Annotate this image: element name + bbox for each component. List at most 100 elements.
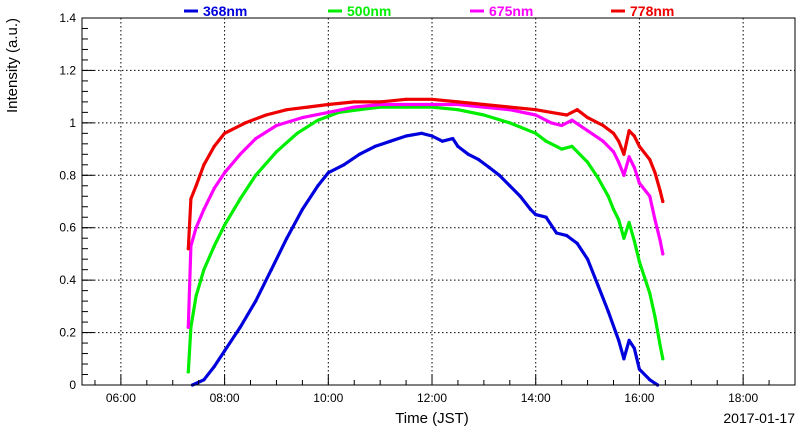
legend: 368nm 500nm 675nm 778nm <box>184 3 674 19</box>
data-point <box>648 291 652 295</box>
data-point <box>570 144 574 148</box>
data-point <box>661 252 665 256</box>
data-point <box>627 155 631 159</box>
data-point <box>306 105 310 109</box>
y-tick-label: 0.6 <box>59 221 76 235</box>
data-point <box>243 121 247 125</box>
data-point <box>388 139 393 143</box>
y-tick-label: 1.4 <box>59 11 76 25</box>
data-point <box>326 110 330 114</box>
data-point <box>632 165 636 169</box>
legend-item-368nm: 368nm <box>184 3 247 19</box>
data-point <box>575 108 579 112</box>
series-layer <box>186 97 665 387</box>
data-point <box>254 299 258 303</box>
x-tick-label: 10:00 <box>313 391 343 405</box>
data-point <box>611 131 616 135</box>
data-point <box>466 152 470 156</box>
data-point <box>648 158 652 162</box>
data-point <box>622 173 626 177</box>
data-point <box>238 152 242 156</box>
data-point <box>570 118 574 122</box>
data-point <box>627 220 631 225</box>
data-point <box>285 108 289 112</box>
series-line <box>186 102 665 329</box>
series-500nm <box>186 105 665 374</box>
data-point <box>477 158 481 162</box>
data-point <box>440 139 444 143</box>
data-point <box>528 207 533 211</box>
data-point <box>658 239 662 243</box>
data-point <box>658 344 662 348</box>
data-point <box>352 105 356 109</box>
data-point <box>189 244 193 248</box>
x-tick-label: 16:00 <box>624 391 654 405</box>
data-point <box>202 207 206 211</box>
data-point <box>194 184 198 188</box>
plot-frame <box>81 17 796 386</box>
data-point <box>544 139 548 143</box>
data-point <box>404 102 408 107</box>
data-point <box>254 137 258 141</box>
data-point <box>617 160 621 164</box>
data-point <box>617 218 621 222</box>
data-point <box>518 194 522 198</box>
data-point <box>430 134 434 138</box>
data-point <box>223 171 227 175</box>
data-point <box>575 241 579 245</box>
x-tick-label: 18:00 <box>728 391 758 405</box>
data-point <box>601 123 605 128</box>
x-tick-label: 08:00 <box>210 391 240 405</box>
data-point <box>186 325 190 329</box>
y-axis-label: Intensity (a.u.) <box>4 18 21 113</box>
data-point <box>549 121 553 125</box>
data-point <box>357 152 361 156</box>
data-point <box>456 102 460 107</box>
data-point <box>482 102 486 107</box>
data-point <box>430 97 434 101</box>
y-tick-label: 0.8 <box>59 168 76 182</box>
data-point <box>617 139 621 143</box>
data-point <box>643 275 647 280</box>
legend-item-778nm: 778nm <box>611 3 674 19</box>
data-point <box>378 105 382 109</box>
data-point <box>223 223 227 227</box>
data-point <box>508 108 512 112</box>
data-point <box>186 370 190 374</box>
data-point <box>637 144 642 148</box>
data-point <box>456 144 460 148</box>
data-point <box>202 378 206 382</box>
data-point <box>586 257 590 261</box>
data-point <box>534 113 538 117</box>
data-point <box>617 338 621 342</box>
data-point <box>357 108 361 112</box>
data-point <box>285 236 289 240</box>
data-point <box>352 100 356 104</box>
data-point <box>661 199 665 204</box>
data-point <box>534 108 538 112</box>
data-point <box>326 171 330 175</box>
data-point <box>544 215 548 219</box>
data-point <box>212 144 216 148</box>
data-point <box>606 194 610 198</box>
data-point <box>482 105 486 109</box>
data-point <box>622 152 626 156</box>
data-point <box>622 357 626 361</box>
data-point <box>451 137 455 141</box>
data-point <box>254 173 258 177</box>
data-point <box>637 367 642 371</box>
data-point <box>189 325 193 329</box>
data-point <box>632 239 636 243</box>
data-point <box>316 118 320 122</box>
data-point <box>430 105 434 109</box>
data-point <box>549 110 553 114</box>
data-point <box>274 123 279 128</box>
legend-item-500nm: 500nm <box>328 3 391 19</box>
data-point <box>508 121 512 125</box>
data-point <box>661 357 665 361</box>
data-point <box>482 113 486 117</box>
data-point <box>295 131 299 135</box>
data-point <box>378 102 382 107</box>
legend-item-675nm: 675nm <box>470 3 533 19</box>
data-point <box>456 108 460 112</box>
